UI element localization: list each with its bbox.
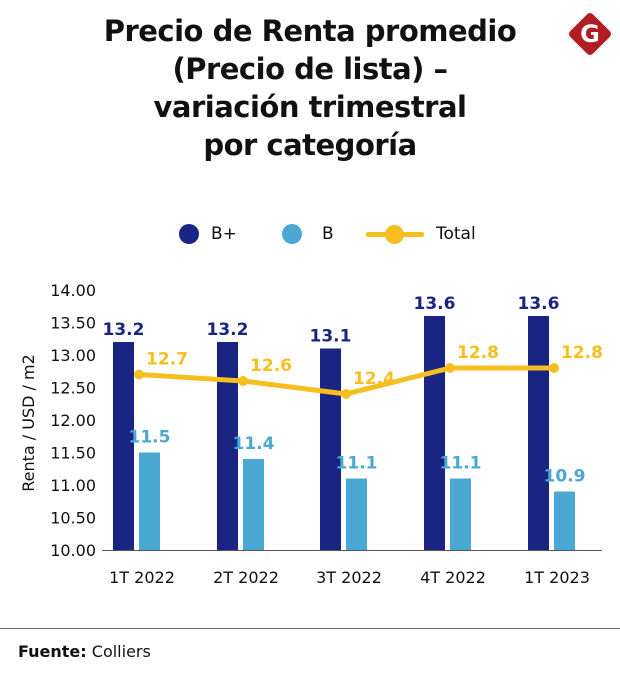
y-tick-label: 11.00 [50, 476, 96, 495]
value-label-total: 12.8 [457, 343, 499, 363]
y-tick-label: 13.00 [50, 346, 96, 365]
total-point [445, 363, 455, 373]
bar-b [346, 478, 367, 550]
total-line-series [134, 363, 559, 399]
legend-label-b-plus: B+ [211, 224, 237, 244]
value-label-b: 10.9 [544, 467, 586, 487]
value-label-b-plus: 13.1 [310, 327, 352, 347]
bar-b-plus [528, 316, 549, 550]
source-label: Fuente: [18, 642, 87, 661]
brand-logo-icon: G [569, 13, 611, 55]
y-tick-label: 10.50 [50, 509, 96, 528]
total-point [341, 389, 351, 399]
logo-letter: G [580, 20, 600, 48]
value-label-b-plus: 13.6 [518, 294, 560, 314]
value-label-b-plus: 13.2 [103, 320, 145, 340]
legend-label-total: Total [436, 224, 476, 244]
title-line-3: variación trimestral [153, 90, 467, 124]
bar-b [554, 491, 575, 550]
title-line-1: Precio de Renta promedio [103, 14, 517, 48]
value-label-b: 11.1 [336, 454, 378, 474]
y-tick-label: 13.50 [50, 314, 96, 333]
y-tick-label: 12.50 [50, 379, 96, 398]
legend-item-total: Total [366, 220, 476, 248]
value-label-total: 12.6 [250, 356, 292, 376]
y-tick-label: 10.00 [50, 541, 96, 560]
y-axis-tick-labels: 14.00 13.50 13.00 12.50 12.00 11.50 11.00 10.50… [50, 281, 96, 560]
chart-title: Precio de Renta promedio (Precio de list… [0, 12, 620, 164]
bar-b [139, 452, 160, 550]
bar-b [450, 478, 471, 550]
total-point [549, 363, 559, 373]
source-value: Colliers [91, 642, 151, 661]
bars [113, 316, 575, 550]
chart-legend: B+ B Total [0, 220, 620, 248]
x-tick-label: 4T 2022 [420, 568, 486, 587]
total-point [238, 376, 248, 386]
title-line-2: (Precio de lista) – [172, 52, 448, 86]
legend-item-b-plus: B+ [179, 220, 237, 248]
y-axis-title: Renta / USD / m2 [19, 354, 38, 492]
title-line-4: por categoría [203, 128, 417, 162]
value-label-b: 11.1 [440, 454, 482, 474]
legend-item-b: B [282, 220, 334, 248]
bar-b-plus [217, 342, 238, 550]
bar-b-plus [113, 342, 134, 550]
y-tick-label: 14.00 [50, 281, 96, 300]
total-point [134, 369, 144, 380]
legend-swatch-b-plus [179, 224, 199, 244]
x-tick-label: 3T 2022 [316, 568, 382, 587]
footer-divider [0, 628, 620, 629]
bar-b-plus [424, 316, 445, 550]
bar-b [243, 459, 264, 550]
value-label-total: 12.4 [353, 369, 395, 389]
source-note: Fuente: Colliers [18, 642, 151, 661]
value-labels: 13.2 11.5 13.2 11.4 13.1 11.1 13.6 11.1 13.6 10.9… [103, 294, 603, 487]
y-tick-label: 11.50 [50, 444, 96, 463]
value-label-b: 11.4 [233, 434, 275, 454]
x-tick-label: 2T 2022 [213, 568, 279, 587]
value-label-total: 12.7 [146, 350, 188, 370]
bar-b-plus [320, 348, 341, 550]
x-tick-label: 1T 2023 [524, 568, 590, 587]
x-axis-tick-labels: 1T 2022 2T 2022 3T 2022 4T 2022 1T 2023 [109, 568, 590, 587]
value-label-b-plus: 13.2 [207, 320, 249, 340]
chart-plot: 14.00 13.50 13.00 12.50 12.00 11.50 11.00 10.50… [19, 281, 603, 587]
legend-swatch-b [282, 224, 302, 244]
value-label-b-plus: 13.6 [414, 294, 456, 314]
value-label-b: 11.5 [129, 428, 171, 448]
x-tick-label: 1T 2022 [109, 568, 175, 587]
y-tick-label: 12.00 [50, 411, 96, 430]
value-label-total: 12.8 [561, 343, 603, 363]
legend-label-b: B [322, 224, 334, 244]
legend-swatch-total [366, 224, 424, 244]
